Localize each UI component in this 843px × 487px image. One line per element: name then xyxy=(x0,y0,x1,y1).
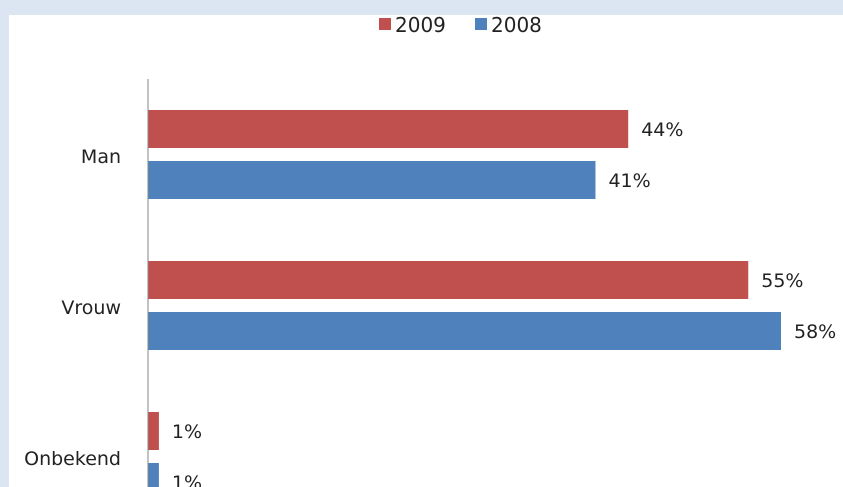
category-label-onbekend: Onbekend xyxy=(24,448,121,470)
legend-label-2009: 2009 xyxy=(395,15,446,37)
category-labels: Man Vrouw Onbekend xyxy=(24,146,121,470)
data-labels: 44% 41% 55% 58% 1% 1% xyxy=(172,119,836,487)
bar-onbekend-2008 xyxy=(148,463,159,487)
bar-chart: 2009 2008 44% 41% 55% 58% 1% 1% Man Vrouw Onbeke… xyxy=(24,15,836,487)
bar-man-2008 xyxy=(148,161,596,199)
bars xyxy=(148,110,781,487)
bar-onbekend-2009 xyxy=(148,412,159,450)
data-label-onbekend-2008: 1% xyxy=(172,472,202,487)
bar-vrouw-2008 xyxy=(148,312,781,350)
legend-label-2008: 2008 xyxy=(491,15,542,37)
data-label-vrouw-2008: 58% xyxy=(794,321,836,343)
data-label-vrouw-2009: 55% xyxy=(761,270,803,292)
category-label-vrouw: Vrouw xyxy=(61,297,121,319)
category-label-man: Man xyxy=(81,146,121,168)
legend: 2009 2008 xyxy=(379,15,542,37)
data-label-man-2008: 41% xyxy=(608,170,650,192)
chart-area: 2009 2008 44% 41% 55% 58% 1% 1% Man Vrouw Onbeke… xyxy=(9,15,843,487)
data-label-man-2009: 44% xyxy=(641,119,683,141)
bar-vrouw-2009 xyxy=(148,261,749,299)
legend-swatch-2008 xyxy=(475,18,487,30)
bar-man-2009 xyxy=(148,110,629,148)
data-label-onbekend-2009: 1% xyxy=(172,421,202,443)
legend-swatch-2009 xyxy=(379,18,391,30)
